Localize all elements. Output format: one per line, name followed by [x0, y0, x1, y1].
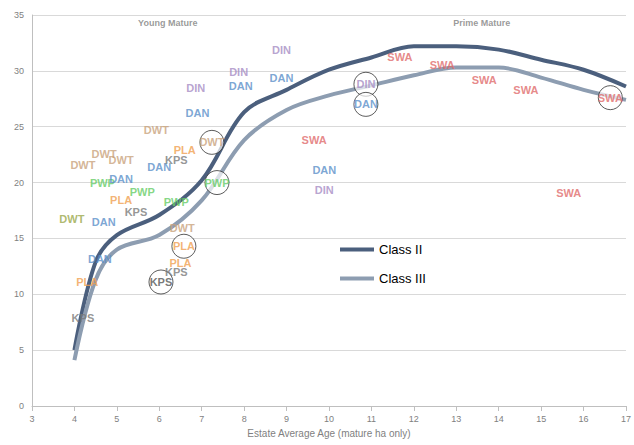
svg-text:PWP: PWP — [130, 186, 155, 198]
svg-text:PWP: PWP — [204, 177, 229, 189]
svg-text:DAN: DAN — [229, 80, 253, 92]
svg-text:Class II: Class II — [379, 242, 422, 257]
svg-text:DWT: DWT — [199, 136, 224, 148]
svg-text:PWP: PWP — [164, 196, 189, 208]
svg-text:PLA: PLA — [173, 240, 195, 252]
svg-text:15: 15 — [14, 233, 24, 243]
svg-text:DIN: DIN — [315, 184, 334, 196]
svg-text:10: 10 — [324, 414, 334, 424]
svg-text:12: 12 — [409, 414, 419, 424]
svg-text:7: 7 — [199, 414, 204, 424]
svg-text:Young Mature: Young Mature — [138, 18, 197, 28]
svg-text:13: 13 — [451, 414, 461, 424]
svg-text:DAN: DAN — [312, 164, 336, 176]
svg-text:17: 17 — [621, 414, 631, 424]
svg-text:9: 9 — [284, 414, 289, 424]
svg-text:KPS: KPS — [72, 312, 95, 324]
svg-text:SWA: SWA — [598, 92, 623, 104]
svg-text:SWA: SWA — [430, 59, 455, 71]
svg-text:DWT: DWT — [70, 159, 95, 171]
svg-text:5: 5 — [19, 345, 24, 355]
svg-text:DAN: DAN — [354, 98, 378, 110]
svg-text:3: 3 — [29, 414, 34, 424]
svg-text:PLA: PLA — [174, 144, 196, 156]
svg-text:6: 6 — [157, 414, 162, 424]
svg-text:DIN: DIN — [229, 66, 248, 78]
svg-text:PLA: PLA — [76, 276, 98, 288]
svg-text:20: 20 — [14, 178, 24, 188]
svg-text:DIN: DIN — [186, 82, 205, 94]
svg-text:DWT: DWT — [59, 213, 84, 225]
svg-text:10: 10 — [14, 289, 24, 299]
svg-text:SWA: SWA — [513, 84, 538, 96]
svg-text:Class III: Class III — [379, 271, 426, 286]
svg-text:5: 5 — [114, 414, 119, 424]
svg-text:SWA: SWA — [302, 134, 327, 146]
svg-text:DWT: DWT — [170, 222, 195, 234]
svg-text:30: 30 — [14, 66, 24, 76]
svg-text:15: 15 — [536, 414, 546, 424]
svg-text:SWA: SWA — [472, 74, 497, 86]
svg-text:16: 16 — [579, 414, 589, 424]
svg-text:DAN: DAN — [186, 107, 210, 119]
svg-text:KPS: KPS — [164, 265, 188, 278]
svg-text:Estate Average Age (mature ha: Estate Average Age (mature ha only) — [247, 428, 410, 439]
svg-text:DIN: DIN — [272, 44, 291, 56]
svg-text:0: 0 — [19, 401, 24, 411]
svg-text:35: 35 — [14, 10, 24, 20]
svg-text:DAN: DAN — [270, 72, 294, 84]
svg-text:KPS: KPS — [164, 154, 188, 167]
svg-text:DAN: DAN — [92, 216, 116, 228]
svg-text:PLA: PLA — [169, 257, 192, 269]
svg-text:DAN: DAN — [147, 160, 172, 173]
svg-text:11: 11 — [367, 414, 376, 424]
svg-text:DAN: DAN — [88, 253, 112, 265]
svg-text:KPS: KPS — [150, 276, 173, 288]
svg-text:SWA: SWA — [387, 51, 412, 63]
svg-text:4: 4 — [72, 414, 77, 424]
svg-text:DWT: DWT — [91, 147, 117, 160]
svg-text:DIN: DIN — [356, 78, 375, 90]
svg-text:PLA: PLA — [110, 194, 133, 207]
svg-text:DAN: DAN — [109, 173, 133, 185]
svg-text:DWT: DWT — [109, 154, 134, 166]
svg-text:8: 8 — [242, 414, 247, 424]
svg-text:Prime Mature: Prime Mature — [453, 18, 510, 28]
svg-text:25: 25 — [14, 122, 24, 132]
svg-text:DWT: DWT — [144, 124, 169, 136]
svg-text:KPS: KPS — [125, 206, 148, 218]
svg-text:14: 14 — [494, 414, 504, 424]
svg-text:SWA: SWA — [556, 187, 581, 199]
svg-text:PWP: PWP — [89, 176, 115, 189]
